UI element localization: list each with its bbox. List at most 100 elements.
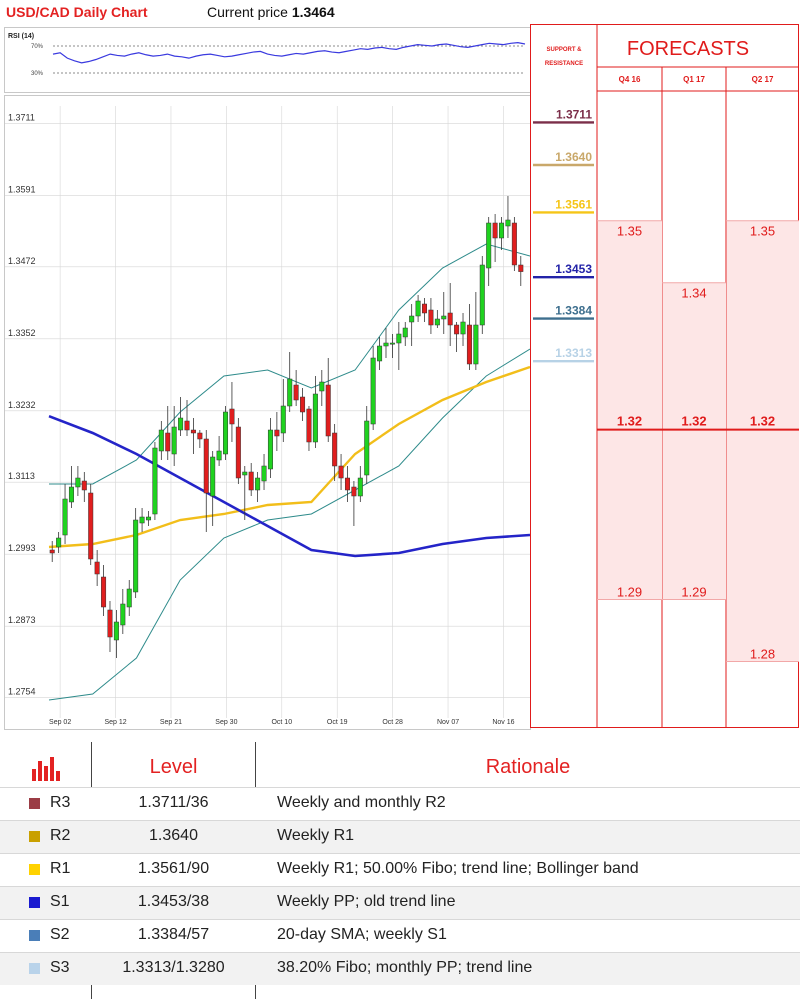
forecast-high-value: 1.35 xyxy=(750,224,775,239)
y-tick-label: 1.3711 xyxy=(8,112,35,122)
candle-body xyxy=(325,384,331,437)
candle xyxy=(88,484,94,565)
forecast-range xyxy=(598,220,662,600)
x-tick-label: Nov 16 xyxy=(492,719,514,726)
y-tick-label: 1.3113 xyxy=(8,471,35,481)
candle xyxy=(351,481,357,526)
y-tick-label: 1.2993 xyxy=(8,543,36,553)
candle xyxy=(364,406,370,484)
candle-body xyxy=(113,621,119,641)
level-code: S2 xyxy=(50,926,70,943)
candle-body xyxy=(428,309,434,326)
bar-chart-icon xyxy=(32,757,60,781)
candle-body xyxy=(171,426,177,455)
candle xyxy=(319,370,325,406)
candle xyxy=(94,550,100,586)
candle xyxy=(370,346,376,430)
candle-body xyxy=(499,222,505,239)
candle xyxy=(460,313,466,346)
level-rationale: 20-day SMA; weekly S1 xyxy=(277,926,447,943)
level-code: S3 xyxy=(50,959,70,976)
candle xyxy=(68,466,74,508)
candle-body xyxy=(88,492,94,560)
x-tick-label: Sep 30 xyxy=(215,719,237,726)
forecast-range xyxy=(663,282,726,600)
candle xyxy=(409,304,415,346)
candle-body xyxy=(152,447,158,515)
candle-body xyxy=(255,477,261,491)
forecast-panel: SUPPORT & RESISTANCE FORECASTS 1.3711 1.3… xyxy=(530,24,799,728)
candle-body xyxy=(383,342,389,347)
forecast-mid-value: 1.32 xyxy=(681,414,706,429)
sr-level-value: 1.3711 xyxy=(556,107,592,121)
level-rationale: Weekly and monthly R2 xyxy=(277,794,446,811)
candle xyxy=(158,421,164,460)
candle-body xyxy=(274,429,280,437)
chart-title: USD/CAD Daily Chart xyxy=(6,4,148,20)
level-value: 1.3453/38 xyxy=(137,893,210,910)
candle-body xyxy=(293,384,299,401)
candle-body xyxy=(511,222,517,266)
candle xyxy=(248,463,254,496)
candle xyxy=(415,295,421,322)
level-color-swatch xyxy=(29,798,40,809)
candle xyxy=(223,406,229,460)
level-value: 1.3384/57 xyxy=(137,926,210,943)
candle xyxy=(126,580,132,616)
y-tick-label: 1.3232 xyxy=(8,400,36,410)
forecast-high-value: 1.35 xyxy=(617,224,642,239)
bollinger-lower-line xyxy=(48,348,530,701)
sr-title-line1: SUPPORT & xyxy=(546,47,582,53)
candle xyxy=(287,352,293,412)
candle-body xyxy=(223,411,229,455)
candle xyxy=(113,610,119,658)
level-header: Level xyxy=(149,756,198,778)
candle-body xyxy=(422,303,428,314)
candle xyxy=(229,382,235,442)
candle-body xyxy=(434,318,440,326)
forecasts-title: FORECASTS xyxy=(627,38,749,60)
level-code: R2 xyxy=(50,827,71,844)
candle-body xyxy=(203,438,209,494)
candle xyxy=(81,472,87,502)
candle-body xyxy=(454,324,460,335)
rsi-level-70: 70% xyxy=(31,44,44,50)
candle-body xyxy=(139,516,145,524)
y-tick-label: 1.2754 xyxy=(8,687,36,697)
candle-body xyxy=(364,420,370,476)
candle-body xyxy=(120,603,126,626)
level-color-swatch xyxy=(29,831,40,842)
candle xyxy=(171,406,177,466)
candle-body xyxy=(505,219,511,227)
candle-body xyxy=(479,264,485,326)
candle-body xyxy=(261,465,267,482)
current-price-value: 1.3464 xyxy=(291,4,335,20)
candle-body xyxy=(460,321,466,335)
forecast-low-value: 1.29 xyxy=(617,585,642,600)
candle xyxy=(152,442,158,520)
rsi-panel: RSI (14) 70% 30% xyxy=(4,27,531,93)
sma-50-line xyxy=(48,365,530,549)
candle-body xyxy=(306,408,312,443)
candle-body xyxy=(165,432,171,452)
candle xyxy=(216,436,222,466)
candle xyxy=(434,310,440,328)
table-row: S1 1.3453/38 Weekly PP; old trend line xyxy=(0,886,800,919)
rsi-line xyxy=(52,42,526,64)
table-row: R1 1.3561/90 Weekly R1; 50.00% Fibo; trend… xyxy=(0,853,800,886)
candle-body xyxy=(101,576,107,608)
candle-body xyxy=(248,471,254,491)
candle-body xyxy=(389,342,395,345)
candle xyxy=(441,292,447,334)
candle xyxy=(184,400,190,436)
forecast-low-value: 1.29 xyxy=(681,585,706,600)
candle xyxy=(312,376,318,448)
candle xyxy=(165,406,171,460)
candle-body xyxy=(216,450,222,461)
price-chart: 1.3711 1.3591 1.3472 1.3352 1.3232 1.3113 1.29… xyxy=(4,95,531,730)
forecast-low-value: 1.28 xyxy=(750,646,775,661)
candle-body xyxy=(107,609,113,638)
candle xyxy=(486,217,492,286)
candle-body xyxy=(312,393,318,443)
candle-body xyxy=(81,480,87,491)
